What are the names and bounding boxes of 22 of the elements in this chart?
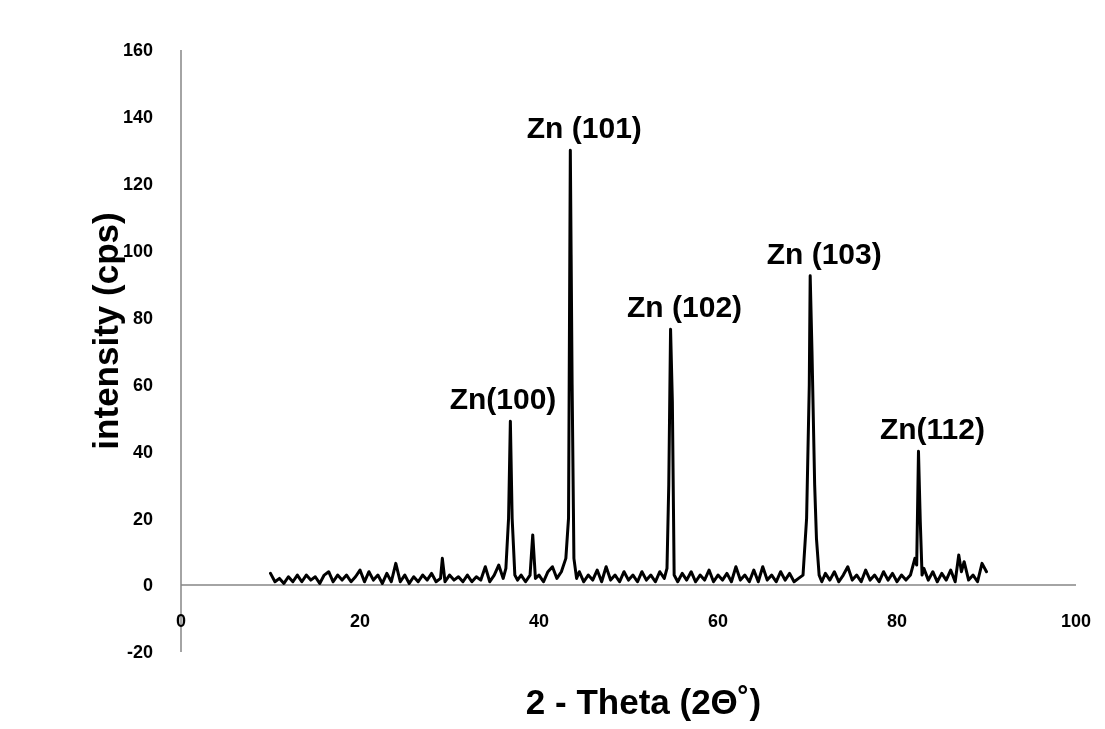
x-tick-label: 60 <box>707 611 729 632</box>
annotation: Zn (103) <box>766 236 882 270</box>
y-tick-label: -20 <box>126 642 153 663</box>
y-tick-label: 40 <box>132 441 153 462</box>
annotation: Zn(112) <box>879 412 985 446</box>
y-tick-label: 160 <box>122 40 153 61</box>
x-tick-label: 100 <box>1060 611 1092 632</box>
annotation: Zn(100) <box>449 382 557 416</box>
annotation: Zn (102) <box>627 290 743 324</box>
y-tick-label: 20 <box>132 508 153 529</box>
y-tick-label: 60 <box>132 374 153 395</box>
annotation: Zn (101) <box>526 111 642 145</box>
x-tick-label: 80 <box>886 611 908 632</box>
y-tick-label: 140 <box>122 107 153 128</box>
y-tick-label: 0 <box>142 575 153 596</box>
x-tick-label: 0 <box>175 611 187 632</box>
x-tick-label: 20 <box>349 611 371 632</box>
x-tick-label: 40 <box>528 611 550 632</box>
y-tick-label: 120 <box>122 174 153 195</box>
x-axis-title: 2 - Theta (2Θ˚) <box>525 682 762 721</box>
y-tick-label: 80 <box>132 307 153 328</box>
line-series <box>269 148 988 585</box>
